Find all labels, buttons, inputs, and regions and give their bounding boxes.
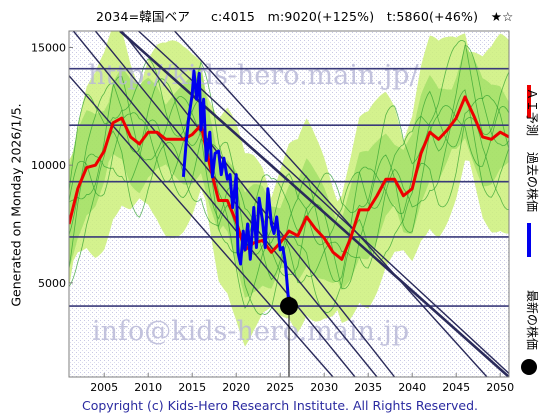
series-past-price: [181, 69, 291, 307]
series-ai-forecast: [69, 95, 509, 261]
legend-swatch-latest: [521, 359, 537, 375]
legend: ＡＩ予測 過去の株価 最新の株価: [521, 85, 540, 375]
x-tick-label: 2020: [222, 381, 250, 394]
x-tick-label: 2045: [442, 381, 470, 394]
legend-label-past: 過去の株価: [525, 152, 540, 212]
x-axis-ticks: 2005 2010 2015 2020 2025 2030 2035 2040 2045 2050: [90, 373, 514, 394]
x-tick-label: 2010: [134, 381, 162, 394]
latest-point: [280, 297, 298, 316]
copyright: Copyright (c) Kids-Hero Research Institu…: [81, 398, 479, 413]
legend-label-ai: ＡＩ予測: [525, 88, 539, 136]
series-layer: [69, 69, 509, 307]
x-tick-label: 2050: [486, 381, 514, 394]
x-tick-label: 2030: [310, 381, 338, 394]
latest-layer: [280, 297, 298, 377]
legend-label-latest: 最新の株価: [525, 290, 540, 350]
y-tick-label: 15000: [31, 41, 66, 54]
band-line: [69, 99, 509, 290]
legend-item-ai: ＡＩ予測: [525, 85, 539, 136]
legend-item-latest: 最新の株価: [521, 290, 540, 375]
generated-note-text: Generated on Monday 2026/1/5.: [8, 103, 24, 307]
page-title: 2034=韓国ベア c:4015 m:9020(+125%) t:5860(+4…: [96, 9, 514, 24]
band-line: [69, 117, 509, 315]
band-line: [69, 40, 509, 243]
trend-line: [174, 31, 488, 377]
band-line: [69, 75, 509, 282]
x-tick-label: 2015: [178, 381, 206, 394]
watermark: http://kids-hero.main.jp/ info@kids-hero…: [88, 60, 420, 347]
band-line: [69, 89, 509, 310]
watermark-email: info@kids-hero.main.jp: [92, 316, 409, 347]
watermark-url: http://kids-hero.main.jp/: [88, 60, 420, 91]
trend-line: [72, 31, 356, 377]
trend-line: [119, 31, 509, 377]
y-axis-ticks: 5000 10000 15000: [31, 41, 73, 290]
x-tick-label: 2025: [266, 381, 294, 394]
legend-item-past: 過去の株価: [525, 152, 540, 257]
x-tick-label: 2035: [354, 381, 382, 394]
x-tick-label: 2005: [90, 381, 118, 394]
band-inner: [69, 46, 509, 298]
y-tick-label: 10000: [31, 159, 66, 172]
y-tick-label: 5000: [38, 277, 66, 290]
prediction-bands: [69, 31, 509, 347]
generated-note: Generated on Monday 2026/1/5.: [2, 80, 30, 330]
x-tick-label: 2040: [398, 381, 426, 394]
plot-frame: [68, 30, 510, 378]
